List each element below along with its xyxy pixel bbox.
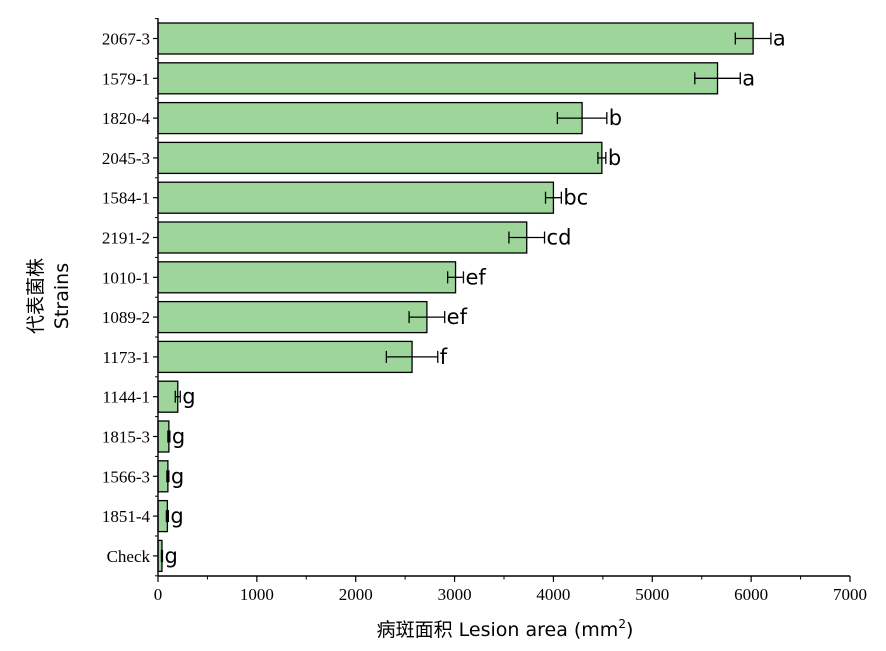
axes-layer: 2067-3 1579-1 1820-4 2045-3 1584-1 2191-2 1010…: [102, 18, 867, 604]
bar-2045-3: [157, 141, 603, 175]
significance-label-1584-1: bc: [563, 186, 588, 210]
significance-label-1851-4: g: [170, 504, 183, 528]
significance-label-1815-3: g: [172, 425, 185, 449]
x-tick-label-0: 0: [154, 585, 163, 604]
y-axis-title-cn: 代表菌株: [25, 258, 47, 334]
bar-1010-1: [157, 261, 457, 294]
significance-label-Check: g: [164, 544, 177, 568]
significance-label-2067-3: a: [773, 27, 786, 51]
x-tick-label-7000: 7000: [833, 585, 867, 604]
x-axis-title-main: 病斑面积 Lesion area (mm: [377, 619, 619, 641]
significance-label-2191-2: cd: [547, 226, 572, 250]
y-tick-label-Check: Check: [107, 547, 151, 566]
x-tick-label-4000: 4000: [536, 585, 570, 604]
x-axis-title: 病斑面积 Lesion area (mm2): [377, 617, 634, 641]
y-tick-label-1173-1: 1173-1: [102, 348, 150, 367]
y-axis-title-en: Strains: [51, 263, 73, 329]
significance-label-1566-3: g: [171, 464, 184, 488]
significance-label-2045-3: b: [608, 146, 621, 170]
significance-label-1010-1: ef: [465, 265, 486, 289]
bar-2191-2: [157, 221, 528, 254]
y-tick-label-1820-4: 1820-4: [102, 109, 151, 128]
significance-label-1089-2: ef: [447, 305, 468, 329]
y-tick-label-2191-2: 2191-2: [102, 229, 150, 248]
y-tick-label-1566-3: 1566-3: [102, 467, 150, 486]
y-tick-label-1010-1: 1010-1: [102, 268, 150, 287]
x-axis-title-close: ): [626, 619, 633, 641]
significance-label-1820-4: b: [609, 106, 622, 130]
y-tick-label-1815-3: 1815-3: [102, 428, 150, 447]
y-tick-label-1089-2: 1089-2: [102, 308, 150, 327]
y-tick-label-1144-1: 1144-1: [102, 388, 150, 407]
bar-1820-4: [157, 101, 583, 135]
x-tick-label-6000: 6000: [734, 585, 768, 604]
y-tick-label-1579-1: 1579-1: [102, 69, 150, 88]
x-tick-label-1000: 1000: [240, 585, 274, 604]
y-tick-label-2067-3: 2067-3: [102, 30, 150, 49]
significance-label-1144-1: g: [182, 385, 195, 409]
x-tick-label-5000: 5000: [635, 585, 669, 604]
bar-1173-1: [157, 340, 413, 374]
x-axis-title-superscript: 2: [618, 617, 626, 631]
x-tick-label-2000: 2000: [339, 585, 373, 604]
y-axis-title: 代表菌株 Strains: [25, 258, 73, 334]
significance-label-1579-1: a: [742, 66, 755, 90]
significance-label-1173-1: f: [440, 345, 448, 369]
y-tick-label-1851-4: 1851-4: [102, 507, 151, 526]
bar-1584-1: [157, 181, 555, 214]
y-tick-label-2045-3: 2045-3: [102, 149, 150, 168]
bar-1579-1: [157, 62, 719, 95]
bar-2067-3: [157, 22, 754, 55]
y-tick-label-1584-1: 1584-1: [102, 189, 150, 208]
bar-1089-2: [157, 300, 428, 334]
x-tick-label-3000: 3000: [438, 585, 472, 604]
